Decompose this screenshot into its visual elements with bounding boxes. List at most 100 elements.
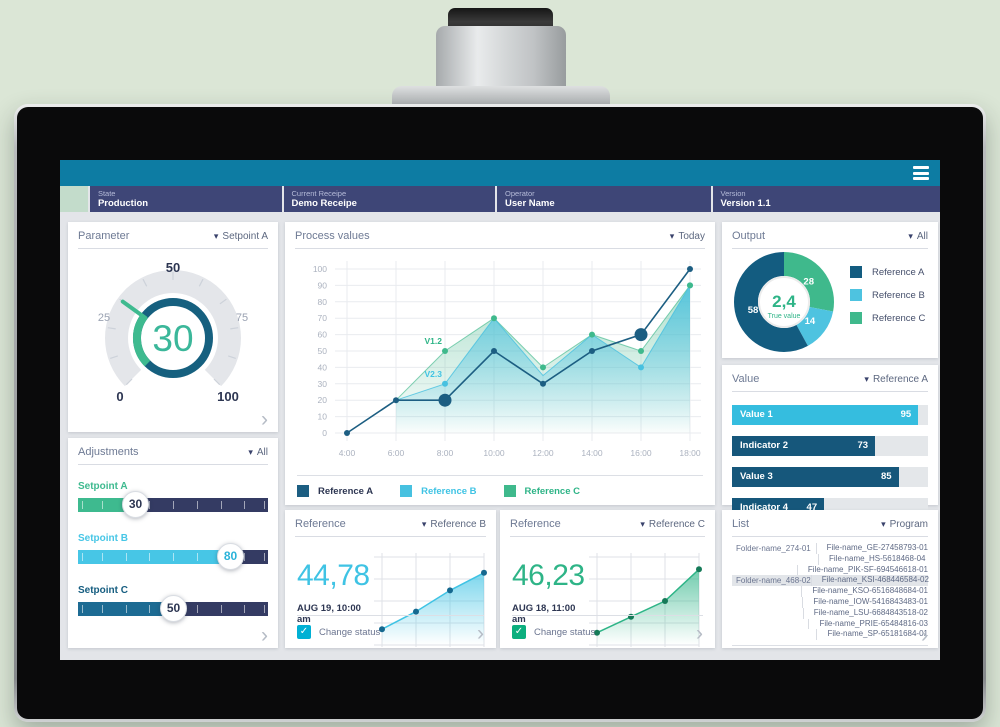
legend-item: Reference C xyxy=(503,485,580,497)
svg-text:28: 28 xyxy=(803,277,814,288)
reference-c-detail-chevron-icon[interactable]: › xyxy=(696,622,703,645)
slider-fill xyxy=(78,498,135,512)
value-bar-number: 73 xyxy=(857,440,869,451)
list-detail-chevron-icon[interactable]: › xyxy=(921,624,928,647)
legend-item: Reference C xyxy=(850,312,925,324)
status-panel-operator: Operator User Name xyxy=(497,186,711,212)
adjustments-detail-chevron-icon[interactable]: › xyxy=(261,624,268,647)
value-bar: Value 3 85 xyxy=(732,467,899,487)
adjustments-dropdown[interactable]: ▾ All xyxy=(248,446,268,458)
change-status-checkbox[interactable]: ✓ xyxy=(512,625,526,639)
svg-text:0: 0 xyxy=(116,389,123,404)
value-bar: Value 1 95 xyxy=(732,405,919,425)
list-row[interactable]: File-name_LSU-6684843518-02 xyxy=(732,607,928,619)
status-label: State xyxy=(97,189,116,198)
slider-tick xyxy=(244,605,246,613)
list-row[interactable]: File-name_HS-5618468-04 xyxy=(732,553,928,565)
svg-text:58: 58 xyxy=(748,305,759,316)
slider-track[interactable]: 50 xyxy=(78,595,268,622)
folder-name: Folder-name_274-01 xyxy=(736,543,811,553)
list-dropdown[interactable]: ▾ Program xyxy=(881,518,928,530)
slider-handle[interactable]: 80 xyxy=(217,543,244,570)
legend-label: Reference A xyxy=(318,485,374,497)
file-name: File-name_KSO-6516848684-01 xyxy=(801,586,928,597)
parameter-dropdown[interactable]: ▾ Setpoint A xyxy=(213,230,268,242)
status-panel-state: State Production xyxy=(89,186,282,212)
value-bar-track: Value 3 85 xyxy=(732,467,928,487)
value-dropdown[interactable]: ▾ Reference A xyxy=(864,373,928,385)
slider-track[interactable]: 30 xyxy=(78,491,268,518)
chevron-down-icon: ▾ xyxy=(213,230,219,241)
status-value: Version 1.1 xyxy=(720,198,771,209)
reference-c-sparkline xyxy=(585,549,703,660)
slider-track[interactable]: 80 xyxy=(78,543,268,570)
hamburger-menu-icon[interactable] xyxy=(913,166,929,180)
setpoint-sliders: Setpoint A 30 Setpoint B 80 Setpoint C 50 xyxy=(68,465,278,622)
legend-item: Reference B xyxy=(400,485,477,497)
list-row[interactable]: File-name_PRIE-65484816-03 xyxy=(732,618,928,630)
list-row[interactable]: File-name_KSO-6516848684-01 xyxy=(732,586,928,597)
slider-label: Setpoint A xyxy=(78,481,128,492)
svg-text:50: 50 xyxy=(318,346,328,356)
process-values-widget: Process values ▾ Today 0 10 20 30 40 50 60 70 80 9… xyxy=(285,222,715,505)
slider-setpoint-a: Setpoint A 30 xyxy=(78,481,268,518)
svg-text:18:00: 18:00 xyxy=(679,448,701,458)
reference-b-dropdown[interactable]: ▾ Reference B xyxy=(421,518,486,530)
slider-tick xyxy=(125,605,127,613)
output-dropdown[interactable]: ▾ All xyxy=(908,230,928,242)
slider-handle[interactable]: 50 xyxy=(160,595,187,622)
list-row[interactable]: File-name_IOW-5416843483-01 xyxy=(732,596,928,608)
status-value: Demo Receipe xyxy=(291,198,357,209)
process-values-title: Process values xyxy=(295,230,370,242)
slider-tick xyxy=(244,553,246,561)
reference-b-widget: Reference ▾ Reference B 44,78 AUG 19, 10:… xyxy=(285,510,496,648)
parameter-title: Parameter xyxy=(78,230,130,242)
list-divider xyxy=(732,645,928,647)
chevron-down-icon: ▾ xyxy=(864,373,869,384)
device-stand-base xyxy=(392,86,610,108)
svg-text:4:00: 4:00 xyxy=(339,448,356,458)
svg-text:8:00: 8:00 xyxy=(437,448,454,458)
output-widget: Output ▾ All 28 14 58 2,4 True value Referenc… xyxy=(722,222,938,358)
value-title: Value xyxy=(732,373,760,385)
reference-b-detail-chevron-icon[interactable]: › xyxy=(477,622,484,645)
value-bar-track: Indicator 2 73 xyxy=(732,436,928,456)
list-row[interactable]: File-name_SP-65181684-01 xyxy=(732,629,928,641)
list-title: List xyxy=(732,518,750,530)
slider-handle[interactable]: 30 xyxy=(122,491,149,518)
status-panel-current-receipe: Current Receipe Demo Receipe xyxy=(283,186,496,212)
svg-text:12:00: 12:00 xyxy=(532,448,554,458)
change-status-checkbox[interactable]: ✓ xyxy=(297,625,311,639)
list-row[interactable]: Folder-name_468-02 File-name_KSI-46844658… xyxy=(732,575,929,587)
value-bar-label: Value 1 xyxy=(740,409,773,420)
file-name: File-name_GE-27458793-01 xyxy=(815,543,928,554)
legend-swatch xyxy=(850,312,862,324)
process-values-dropdown[interactable]: ▾ Today xyxy=(669,230,705,242)
reference-c-dropdown[interactable]: ▾ Reference C xyxy=(640,518,705,530)
value-bar-label: Indicator 4 xyxy=(740,502,789,513)
value-bar-label: Value 3 xyxy=(740,471,773,482)
legend-item: Reference B xyxy=(850,289,925,301)
slider-tick xyxy=(173,553,174,561)
svg-text:25: 25 xyxy=(98,312,110,324)
status-label: Operator xyxy=(505,189,535,198)
svg-text:100: 100 xyxy=(217,389,239,404)
chevron-down-icon: ▾ xyxy=(881,518,886,529)
legend-item: Reference A xyxy=(850,266,925,278)
top-bar xyxy=(60,160,940,186)
reference-title: Reference xyxy=(295,518,346,530)
list-row[interactable]: File-name_PIK-SF-694546618-01 xyxy=(732,564,928,576)
slider-tick xyxy=(244,501,246,509)
adjustments-widget: Adjustments ▾ All Setpoint A 30 Setpoint B 8… xyxy=(68,438,278,648)
parameter-detail-chevron-icon[interactable]: › xyxy=(261,408,268,431)
list-row[interactable]: Folder-name_274-01 File-name_GE-27458793-… xyxy=(732,543,928,554)
legend-label: Reference B xyxy=(421,485,477,497)
reference-b-sparkline xyxy=(370,549,488,660)
svg-text:75: 75 xyxy=(236,312,248,324)
output-legend: Reference A Reference B Reference C xyxy=(850,266,925,335)
change-status-label: Change status xyxy=(319,626,381,638)
output-donut-chart: 28 14 58 2,4 True value xyxy=(722,249,938,362)
svg-text:40: 40 xyxy=(318,362,328,372)
output-title: Output xyxy=(732,230,766,242)
legend-swatch xyxy=(850,266,862,278)
